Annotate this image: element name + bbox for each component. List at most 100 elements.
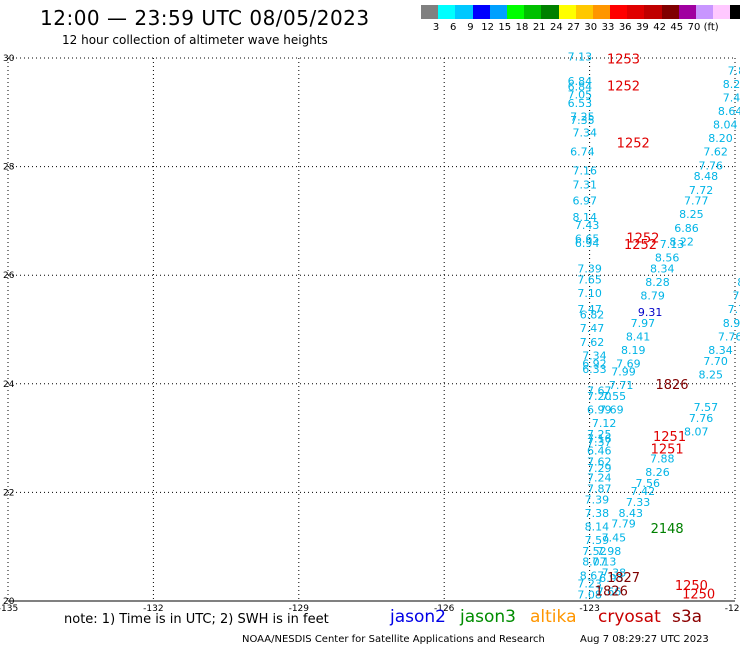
satellite-name: cryosat [598, 607, 661, 627]
satellite-name: jason2 [390, 607, 446, 627]
units-note: note: 1) Time is in UTC; 2) SWH is in fe… [64, 612, 329, 627]
wave-height-value: 8.43 [619, 507, 644, 520]
wave-height-value: 7.66 [597, 586, 622, 599]
legend-swatch [627, 5, 645, 19]
wave-height-value: 7.86 [728, 64, 740, 77]
wave-height-value: 7.99 [732, 290, 740, 303]
satellite-name: jason3 [460, 607, 516, 627]
wave-height-value: 7.98 [597, 545, 622, 558]
wave-height-value: 6.99 [587, 404, 612, 417]
wave-height-value: 7.87 [587, 482, 612, 495]
wave-height-value: 7.71 [609, 379, 634, 392]
wave-height-value: 8.14 [573, 211, 598, 224]
wave-height-value: 7.56 [636, 477, 661, 490]
wave-height-value: 7.59 [585, 534, 610, 547]
chart-title: 12:00 — 23:59 UTC 08/05/2023 [40, 6, 370, 30]
pass-time-label: 1250 [682, 587, 715, 602]
wave-height-value: 7.69 [599, 404, 624, 417]
wave-height-value: 7.62 [587, 455, 612, 468]
legend-tick-label: 18 [515, 22, 529, 33]
legend-swatch [575, 5, 593, 19]
wave-height-value: 7.13 [660, 238, 685, 251]
legend-tick-label: 42 [653, 22, 666, 33]
wave-height-value: 8.34 [708, 344, 733, 357]
wave-height-value: 8.04 [713, 119, 738, 132]
legend-swatch [661, 5, 679, 19]
legend-tick-label: 15 [498, 22, 512, 33]
chart-subtitle: 12 hour collection of altimeter wave hei… [62, 33, 328, 47]
pass-time-label: 1251 [651, 442, 684, 457]
wave-height-value: 7.12 [592, 417, 617, 430]
wave-height-value: 7.37 [587, 436, 612, 449]
lon-tick-label: -135 [0, 604, 18, 614]
wave-height-value: 6.82 [580, 309, 605, 322]
legend-swatch [644, 5, 662, 19]
legend-tick-label: 12 [481, 22, 494, 33]
satellite-name: s3a [672, 607, 703, 627]
pass-time-label: 2148 [651, 522, 684, 537]
wave-height-value: 7.76 [689, 412, 714, 425]
wave-height-value: 7.38 [585, 507, 610, 520]
wave-height-value: 8.19 [621, 344, 646, 357]
pass-time-label: 1252 [617, 137, 650, 152]
legend-tick-label: 70 [687, 22, 701, 33]
wave-height-value: 7.24 [587, 472, 612, 485]
wave-height-value: 8.64 [718, 105, 740, 118]
color-legend-bar [421, 5, 740, 19]
pass-time-label: 1252 [626, 232, 659, 247]
wave-height-value: 7.69 [616, 358, 641, 371]
legend-unit-label: (ft) [703, 22, 719, 33]
lon-tick-label: -120 [725, 604, 740, 614]
wave-height-value: 8.14 [585, 520, 610, 533]
lon-tick-label: -129 [289, 604, 310, 614]
wave-height-value: 7.47 [577, 303, 602, 316]
wave-height-value: 7.67 [587, 385, 612, 398]
wave-height-value: 7.43 [723, 91, 740, 104]
wave-height-value: 7.16 [573, 165, 598, 178]
pass-time-label: 1827 [607, 571, 640, 586]
wave-height-value: 7.52 [582, 545, 607, 558]
wave-height-value: 7.29 [587, 462, 612, 475]
legend-tick-label: 6 [450, 22, 457, 33]
legend-tick-label: 45 [670, 22, 684, 33]
lat-tick-label: 30 [3, 54, 15, 64]
wave-height-value: 6.53 [568, 97, 593, 110]
wave-height-value: 7.23 [577, 577, 602, 590]
lon-tick-label: -123 [579, 604, 599, 614]
wave-height-value: 7.05 [568, 89, 593, 102]
wave-height-value: 8.24 [723, 78, 740, 91]
wave-height-value: 8.56 [655, 252, 680, 265]
pass-time-label: 1250 [675, 579, 708, 594]
wave-height-value: 8.07 [582, 556, 607, 569]
wave-height-value: 7.16 [587, 432, 612, 445]
wave-height-value: 6.46 [587, 444, 612, 457]
wave-height-value: 7.62 [580, 336, 605, 349]
legend-swatch [541, 5, 559, 19]
wave-height-value: 7.62 [703, 146, 728, 159]
wave-height-value: 7.99 [611, 366, 636, 379]
lat-tick-label: 26 [3, 271, 15, 281]
legend-swatch [524, 5, 542, 19]
wave-height-value: 7.43 [575, 219, 600, 232]
legend-swatch [438, 5, 456, 19]
wave-height-value: 6.65 [575, 233, 600, 246]
lat-tick-label: 24 [3, 380, 15, 390]
wave-height-value: 7.70 [703, 355, 728, 368]
legend-tick-label: 9 [467, 22, 474, 33]
lat-tick-label: 28 [3, 163, 15, 173]
legend-swatch [592, 5, 611, 19]
wave-height-value: 7.10 [577, 287, 602, 300]
legend-tick-label: 33 [601, 22, 615, 33]
lat-tick-label: 22 [3, 488, 14, 498]
footer-credit: NOAA/NESDIS Center for Satellite Applica… [242, 634, 545, 645]
wave-height-value: 6.84 [568, 81, 593, 94]
wave-height-value: 7.76 [718, 330, 740, 343]
wave-height-value: 8.41 [626, 330, 651, 343]
legend-swatch [610, 5, 628, 19]
legend-tick-label: 36 [618, 22, 632, 33]
wave-height-value: 7.25 [587, 428, 612, 441]
wave-height-value: 7.34 [582, 349, 607, 362]
wave-height-value: 8.26 [645, 466, 670, 479]
wave-height-value: 7.97 [631, 317, 656, 330]
